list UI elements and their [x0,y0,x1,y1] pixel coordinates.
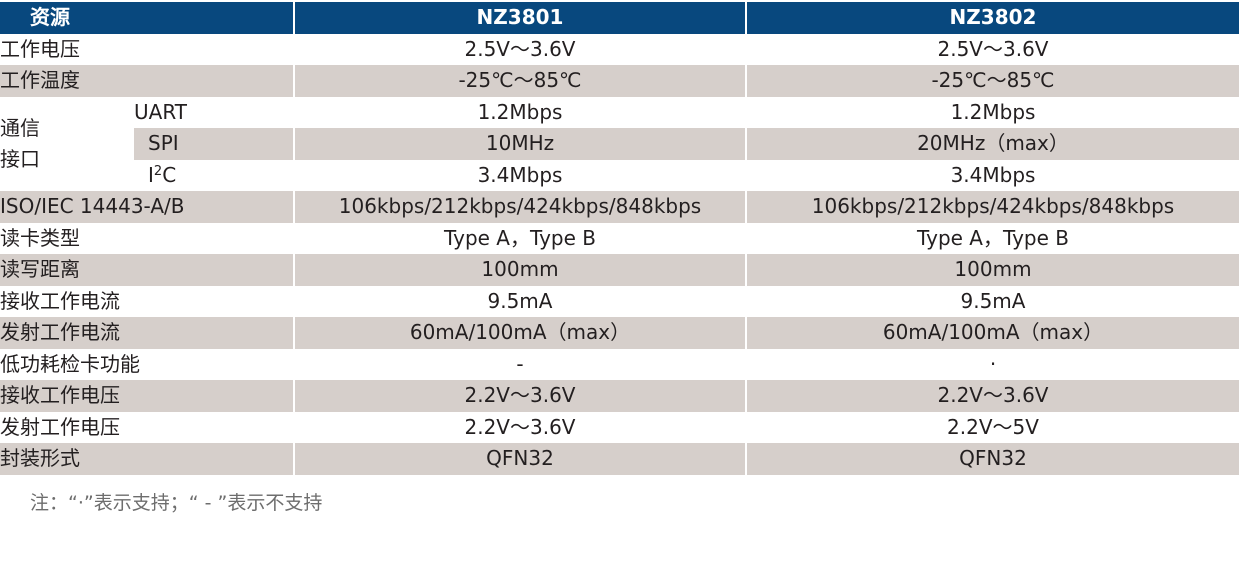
row-value-nz3802: · [746,348,1240,380]
row-value-nz3802: 106kbps/212kbps/424kbps/848kbps [746,191,1240,223]
i2c-value-nz3801: 3.4Mbps [294,159,747,191]
row-value-nz3801: Type A，Type B [294,222,747,254]
table-row: 发射工作电压 2.2V～3.6V 2.2V～5V [0,411,1240,443]
i2c-label: I2C [133,159,295,191]
row-label: 工作温度 [0,65,295,97]
row-value-nz3801: - [294,348,747,380]
row-value-nz3801: 106kbps/212kbps/424kbps/848kbps [294,191,747,223]
table-row: 读写距离 100mm 100mm [0,254,1240,286]
table-row: 接收工作电压 2.2V～3.6V 2.2V～3.6V [0,380,1240,412]
row-value-nz3802: QFN32 [746,443,1240,475]
header-nz3802: NZ3802 [746,2,1240,34]
table-row-spi: SPI 10MHz 20MHz（max） [0,128,1240,160]
row-value-nz3801: 2.2V～3.6V [294,380,747,412]
footnote: 注：“·”表示支持；“ - ”表示不支持 [30,492,323,514]
row-label: 读写距离 [0,254,295,286]
row-value-nz3802: Type A，Type B [746,222,1240,254]
row-label: 读卡类型 [0,222,295,254]
row-value-nz3801: -25℃～85℃ [294,65,747,97]
uart-value-nz3801: 1.2Mbps [294,96,747,128]
row-value-nz3802: -25℃～85℃ [746,65,1240,97]
row-value-nz3802: 100mm [746,254,1240,286]
row-value-nz3802: 2.5V～3.6V [746,33,1240,65]
row-label: ISO/IEC 14443-A/B [0,191,295,223]
row-value-nz3802: 2.2V～5V [746,411,1240,443]
uart-label: UART [133,96,295,128]
spi-value-nz3801: 10MHz [294,128,747,160]
row-label: 低功耗检卡功能 [0,348,295,380]
spi-label: SPI [133,128,295,160]
row-value-nz3802: 2.2V～3.6V [746,380,1240,412]
table-row: 接收工作电流 9.5mA 9.5mA [0,285,1240,317]
table-row: 工作温度 -25℃～85℃ -25℃～85℃ [0,65,1240,97]
row-value-nz3801: 2.2V～3.6V [294,411,747,443]
header-resource: 资源 [0,2,295,34]
comm-label-line1: 通信 [0,115,40,140]
comm-label-line2: 接口 [0,146,40,171]
row-value-nz3801: 9.5mA [294,285,747,317]
row-label: 发射工作电压 [0,411,295,443]
row-label: 工作电压 [0,33,295,65]
row-value-nz3801: 60mA/100mA（max） [294,317,747,349]
spi-value-nz3802: 20MHz（max） [746,128,1240,160]
row-value-nz3801: 2.5V～3.6V [294,33,747,65]
table-row-uart: 通信 接口 UART 1.2Mbps 1.2Mbps [0,96,1240,191]
i2c-label-suffix: C [162,162,177,187]
uart-value-nz3802: 1.2Mbps [746,96,1240,128]
table-row: 发射工作电流 60mA/100mA（max） 60mA/100mA（max） [0,317,1240,349]
table-row: 封装形式 QFN32 QFN32 [0,443,1240,475]
table-row-i2c: I2C 3.4Mbps 3.4Mbps [0,159,1240,191]
row-label: 发射工作电流 [0,317,295,349]
i2c-label-sup: 2 [153,163,163,179]
header-nz3801: NZ3801 [294,2,747,34]
table-row: 工作电压 2.5V～3.6V 2.5V～3.6V [0,33,1240,65]
i2c-value-nz3802: 3.4Mbps [746,159,1240,191]
row-value-nz3802: 9.5mA [746,285,1240,317]
row-value-nz3801: 100mm [294,254,747,286]
row-value-nz3801: QFN32 [294,443,747,475]
table-row: 低功耗检卡功能 - · [0,348,1240,380]
i2c-label-prefix: I [148,162,154,187]
table-row: 读卡类型 Type A，Type B Type A，Type B [0,222,1240,254]
row-value-nz3802: 60mA/100mA（max） [746,317,1240,349]
row-label: 接收工作电流 [0,285,295,317]
comm-interface-label: 通信 接口 [0,96,134,191]
header-row: 资源 NZ3801 NZ3802 [0,2,1240,34]
table-row: ISO/IEC 14443-A/B 106kbps/212kbps/424kbp… [0,191,1240,223]
row-label: 接收工作电压 [0,380,295,412]
spec-table: 资源 NZ3801 NZ3802 工作电压 2.5V～3.6V 2.5V～3.6… [0,2,1240,475]
row-label: 封装形式 [0,443,295,475]
